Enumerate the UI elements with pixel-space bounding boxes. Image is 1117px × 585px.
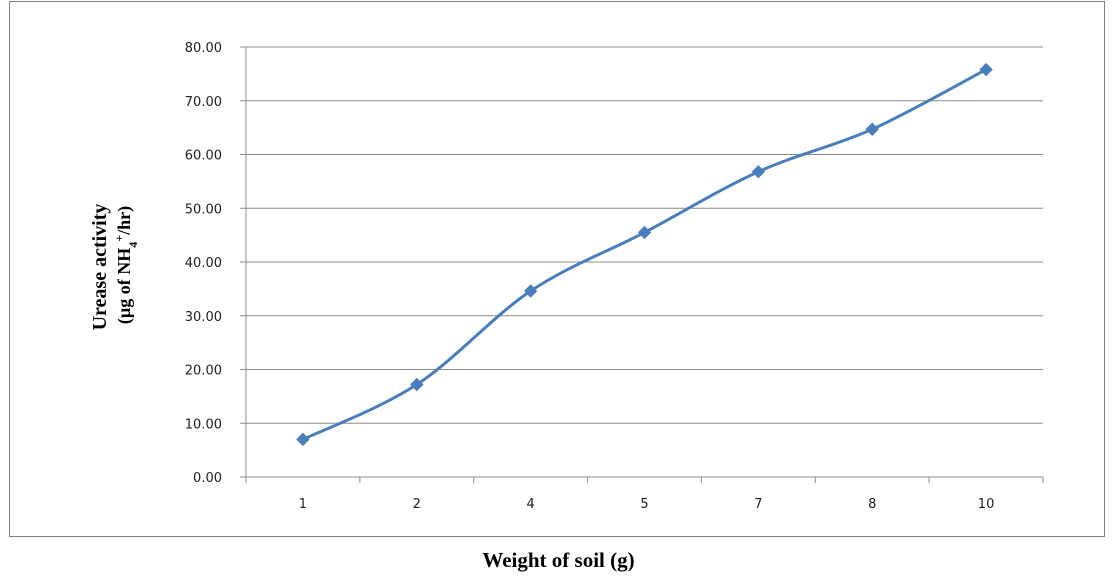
- x-tick-label: 4: [527, 497, 535, 512]
- y-tick-label: 40.00: [185, 256, 222, 271]
- y-tick-label: 30.00: [185, 310, 222, 325]
- x-tick-label: 2: [413, 497, 421, 512]
- y-tick-label: 0.00: [193, 471, 222, 486]
- gridlines: [246, 46, 1043, 424]
- x-tick-label: 7: [754, 497, 762, 512]
- data-point-marker: [410, 377, 424, 392]
- line-chart: 0.00 10.00 20.00 30.00 40.00 50.00 60.00 70.00 8…: [89, 41, 1044, 512]
- data-point-marker: [637, 225, 652, 240]
- x-tick-label: 5: [640, 497, 648, 512]
- x-tick-label: 10: [978, 497, 995, 512]
- y-tick-label: 20.00: [185, 364, 222, 379]
- y-axis-title-line2: (µg of NH4+/hr): [112, 206, 140, 324]
- y-tick-labels: 0.00 10.00 20.00 30.00 40.00 50.00 60.00 70.00 8…: [185, 41, 222, 486]
- data-point-marker: [523, 284, 538, 298]
- y-tick-label: 60.00: [185, 149, 222, 164]
- x-tick-label: 1: [299, 497, 307, 512]
- x-axis-title: Weight of soil (g): [482, 548, 635, 572]
- y-tick-label: 70.00: [185, 95, 222, 110]
- y-tick-label: 50.00: [185, 202, 222, 217]
- data-point-marker: [751, 164, 766, 179]
- y-axis-title-prefix: (µg of NH: [114, 248, 135, 324]
- data-point-marker: [979, 62, 993, 77]
- series: [296, 62, 993, 447]
- data-point-marker: [865, 122, 879, 136]
- y-axis-title: Urease activity (µg of NH4+/hr): [89, 200, 140, 331]
- series-line: [302, 68, 987, 441]
- y-tick-label: 10.00: [185, 417, 222, 432]
- y-axis-title-superscript: +: [112, 235, 126, 242]
- data-point-marker: [296, 432, 310, 447]
- y-axis-title-subscript: 4: [126, 242, 140, 248]
- chart-frame: [9, 1, 1105, 537]
- x-tick-label: 8: [868, 497, 876, 512]
- y-axis-title-line1: Urease activity: [89, 204, 111, 331]
- x-tick-labels: 1 2 4 5 7 8 10: [299, 497, 995, 512]
- axes: [240, 46, 1044, 483]
- y-tick-label: 80.00: [185, 41, 222, 56]
- y-axis-title-suffix: /hr): [114, 206, 135, 236]
